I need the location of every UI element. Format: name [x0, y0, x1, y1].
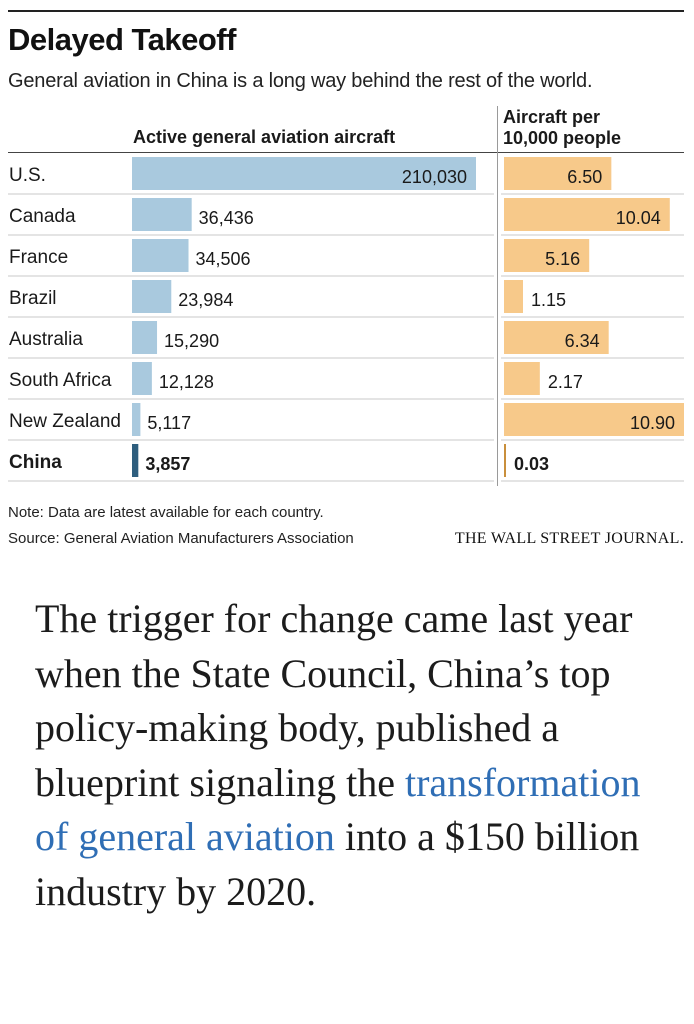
bar-per-capita-south-africa	[504, 362, 540, 395]
category-label-france: France	[9, 247, 68, 268]
value-label-per-capita-canada: 10.04	[616, 208, 661, 228]
chart-subtitle: General aviation in China is a long way …	[8, 70, 593, 92]
column-header-per-capita: Aircraft per 10,000 people	[503, 107, 653, 149]
bar-aircraft-brazil	[132, 280, 172, 313]
chart-title: Delayed Takeoff	[8, 22, 236, 57]
value-label-aircraft-u-s: 210,030	[402, 167, 467, 187]
bar-per-capita-new-zealand	[504, 403, 684, 436]
bar-per-capita-u-s	[504, 157, 612, 190]
value-label-aircraft-canada: 36,436	[199, 208, 254, 228]
bar-per-capita-china	[504, 444, 506, 477]
bar-aircraft-canada	[132, 198, 192, 231]
value-label-aircraft-south-africa: 12,128	[159, 372, 214, 392]
bar-aircraft-china	[132, 444, 139, 477]
category-label-u-s: U.S.	[9, 165, 46, 186]
value-label-per-capita-france: 5.16	[545, 249, 580, 269]
category-label-canada: Canada	[9, 206, 76, 227]
chart-figure: Delayed Takeoff General aviation in Chin…	[8, 10, 684, 547]
bar-per-capita-canada	[504, 198, 670, 231]
publisher-logo: THE WALL STREET JOURNAL.	[454, 530, 684, 547]
category-label-new-zealand: New Zealand	[9, 411, 121, 432]
value-label-aircraft-china: 3,857	[145, 454, 190, 474]
category-label-south-africa: South Africa	[9, 370, 112, 391]
value-label-aircraft-france: 34,506	[196, 249, 251, 269]
bar-per-capita-brazil	[504, 280, 523, 313]
bar-aircraft-south-africa	[132, 362, 152, 395]
value-label-per-capita-china: 0.03	[514, 454, 549, 474]
bar-aircraft-u-s	[132, 157, 476, 190]
category-label-australia: Australia	[9, 329, 83, 350]
column-header-per-capita-line1: Aircraft per	[503, 107, 601, 127]
value-label-per-capita-brazil: 1.15	[531, 290, 566, 310]
column-header-per-capita-line2: 10,000 people	[503, 128, 622, 148]
bar-aircraft-france	[132, 239, 189, 272]
chart-source: Source: General Aviation Manufacturers A…	[8, 530, 354, 547]
article-text-after: into a $150 billion industry by 2020.	[35, 814, 640, 914]
bar-chart-svg: U.S. 210,030 6.50 Canada 36,436 10.04 France 34…	[8, 157, 684, 482]
bar-per-capita-australia	[504, 321, 609, 354]
value-label-aircraft-brazil: 23,984	[178, 290, 233, 310]
chart-note: Note: Data are latest available for each…	[8, 504, 324, 521]
category-label-china: China	[9, 452, 62, 473]
value-label-aircraft-australia: 15,290	[164, 331, 219, 351]
article-link[interactable]: transformation of general aviation	[35, 759, 641, 860]
value-label-aircraft-new-zealand: 5,117	[147, 413, 191, 433]
column-header-aircraft: Active general aviation aircraft	[133, 127, 396, 147]
value-label-per-capita-south-africa: 2.17	[548, 372, 583, 392]
bar-per-capita-france	[504, 239, 590, 272]
header-rule	[8, 152, 684, 153]
bar-aircraft-new-zealand	[132, 403, 141, 436]
bar-aircraft-australia	[132, 321, 158, 354]
top-rule	[8, 10, 684, 12]
category-label-brazil: Brazil	[9, 288, 57, 309]
value-label-per-capita-u-s: 6.50	[567, 167, 602, 187]
article-text-before: The trigger for change came last year wh…	[35, 596, 633, 805]
article-paragraph: The trigger for change came last year wh…	[35, 592, 675, 919]
value-label-per-capita-australia: 6.34	[565, 331, 600, 351]
column-divider	[497, 106, 498, 486]
value-label-per-capita-new-zealand: 10.90	[630, 413, 675, 433]
